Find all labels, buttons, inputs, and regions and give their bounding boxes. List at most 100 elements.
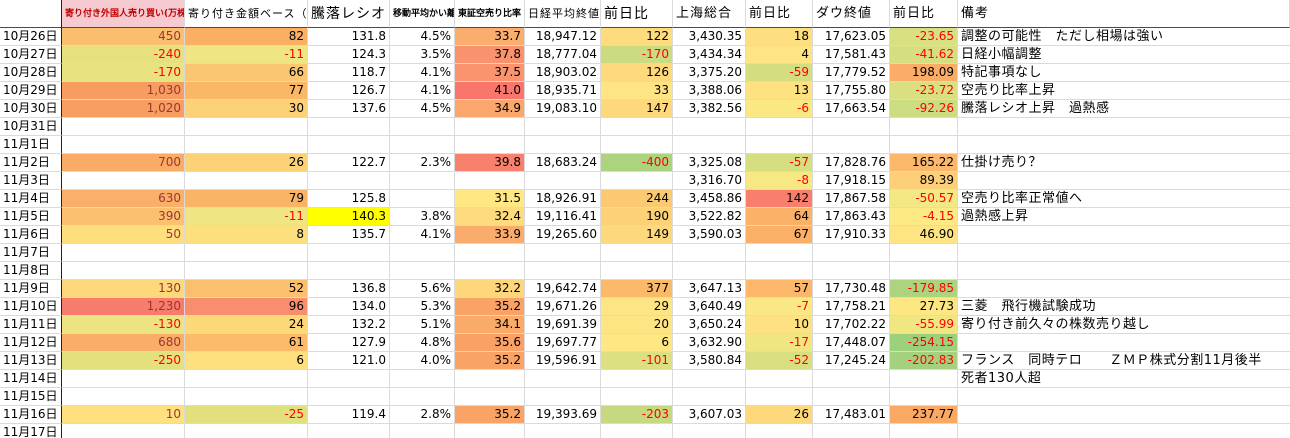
cell[interactable] [308,388,390,406]
cell[interactable]: 244 [601,190,673,208]
cell[interactable]: -202.83 [890,352,958,370]
cell[interactable] [890,388,958,406]
cell-remark[interactable] [958,244,1290,262]
cell[interactable] [62,172,185,190]
cell[interactable] [390,136,455,154]
cell[interactable]: 66 [185,64,308,82]
cell[interactable]: 33.7 [455,28,525,46]
cell[interactable]: 630 [62,190,185,208]
cell[interactable] [390,190,455,208]
cell[interactable]: -17 [746,334,813,352]
cell[interactable] [455,172,525,190]
cell[interactable] [308,424,390,438]
cell[interactable] [390,370,455,388]
cell[interactable] [813,118,890,136]
cell[interactable] [890,118,958,136]
cell[interactable]: 35.2 [455,352,525,370]
cell[interactable]: 3,580.84 [673,352,746,370]
cell-date[interactable]: 11月13日 [0,352,62,370]
cell[interactable] [525,388,601,406]
cell[interactable]: -7 [746,298,813,316]
cell-date[interactable]: 11月11日 [0,316,62,334]
cell[interactable]: -41.62 [890,46,958,64]
cell[interactable]: 4.1% [390,82,455,100]
cell[interactable]: 3,458.86 [673,190,746,208]
cell[interactable]: 82 [185,28,308,46]
cell[interactable]: -50.57 [890,190,958,208]
cell[interactable] [308,262,390,280]
cell[interactable]: 4.5% [390,100,455,118]
cell[interactable]: 125.8 [308,190,390,208]
cell[interactable]: 132.2 [308,316,390,334]
cell[interactable]: 17,758.21 [813,298,890,316]
cell[interactable] [308,118,390,136]
cell[interactable] [673,244,746,262]
cell[interactable]: 2.3% [390,154,455,172]
cell[interactable] [673,118,746,136]
cell[interactable] [525,262,601,280]
cell[interactable]: 3,325.08 [673,154,746,172]
cell-remark[interactable]: 調整の可能性 ただし相場は強い [958,28,1290,46]
cell[interactable]: 131.8 [308,28,390,46]
cell[interactable]: 1,230 [62,298,185,316]
cell[interactable]: 140.3 [308,208,390,226]
cell[interactable] [185,388,308,406]
cell[interactable]: 17,730.48 [813,280,890,298]
cell-remark[interactable]: 空売り比率上昇 [958,82,1290,100]
cell-date[interactable]: 11月4日 [0,190,62,208]
cell[interactable]: 29 [601,298,673,316]
cell[interactable] [673,370,746,388]
cell[interactable] [673,136,746,154]
cell-remark[interactable]: 日経小幅調整 [958,46,1290,64]
cell[interactable]: 18,935.71 [525,82,601,100]
cell-date[interactable]: 10月29日 [0,82,62,100]
cell[interactable] [185,244,308,262]
cell[interactable]: 35.6 [455,334,525,352]
cell[interactable] [390,244,455,262]
cell[interactable]: 8 [185,226,308,244]
column-header-10[interactable]: ダウ終値 [813,0,890,28]
cell[interactable]: 19,083.10 [525,100,601,118]
cell[interactable]: 165.22 [890,154,958,172]
cell[interactable]: 10 [746,316,813,334]
cell[interactable]: 17,918.15 [813,172,890,190]
cell[interactable] [308,244,390,262]
cell[interactable]: -170 [62,64,185,82]
cell[interactable]: 17,623.05 [813,28,890,46]
cell-date[interactable]: 11月14日 [0,370,62,388]
cell[interactable]: 6 [601,334,673,352]
cell[interactable]: 17,702.22 [813,316,890,334]
cell[interactable]: 37.8 [455,46,525,64]
cell[interactable]: 32.2 [455,280,525,298]
cell[interactable]: 4.1% [390,64,455,82]
cell[interactable] [673,262,746,280]
cell-remark[interactable] [958,424,1290,438]
cell[interactable] [746,388,813,406]
cell[interactable] [601,244,673,262]
cell[interactable] [890,424,958,438]
column-header-0[interactable] [0,0,62,28]
cell[interactable]: 57 [746,280,813,298]
cell[interactable]: 17,910.33 [813,226,890,244]
cell[interactable] [525,370,601,388]
cell-date[interactable]: 11月7日 [0,244,62,262]
cell-date[interactable]: 11月9日 [0,280,62,298]
column-header-2[interactable]: 寄り付き金額ベース（億） [185,0,308,28]
cell-remark[interactable]: 過熱感上昇 [958,208,1290,226]
cell[interactable]: 122 [601,28,673,46]
cell[interactable]: 122.7 [308,154,390,172]
cell[interactable]: 3,650.24 [673,316,746,334]
cell[interactable]: 126.7 [308,82,390,100]
cell[interactable]: 64 [746,208,813,226]
cell[interactable]: 24 [185,316,308,334]
cell[interactable]: 19,393.69 [525,406,601,424]
cell[interactable]: -250 [62,352,185,370]
cell[interactable] [890,244,958,262]
cell[interactable]: -4.15 [890,208,958,226]
cell[interactable]: 377 [601,280,673,298]
cell[interactable]: 147 [601,100,673,118]
cell[interactable]: -11 [185,46,308,64]
cell[interactable]: 134.0 [308,298,390,316]
cell[interactable] [601,136,673,154]
cell[interactable] [525,136,601,154]
